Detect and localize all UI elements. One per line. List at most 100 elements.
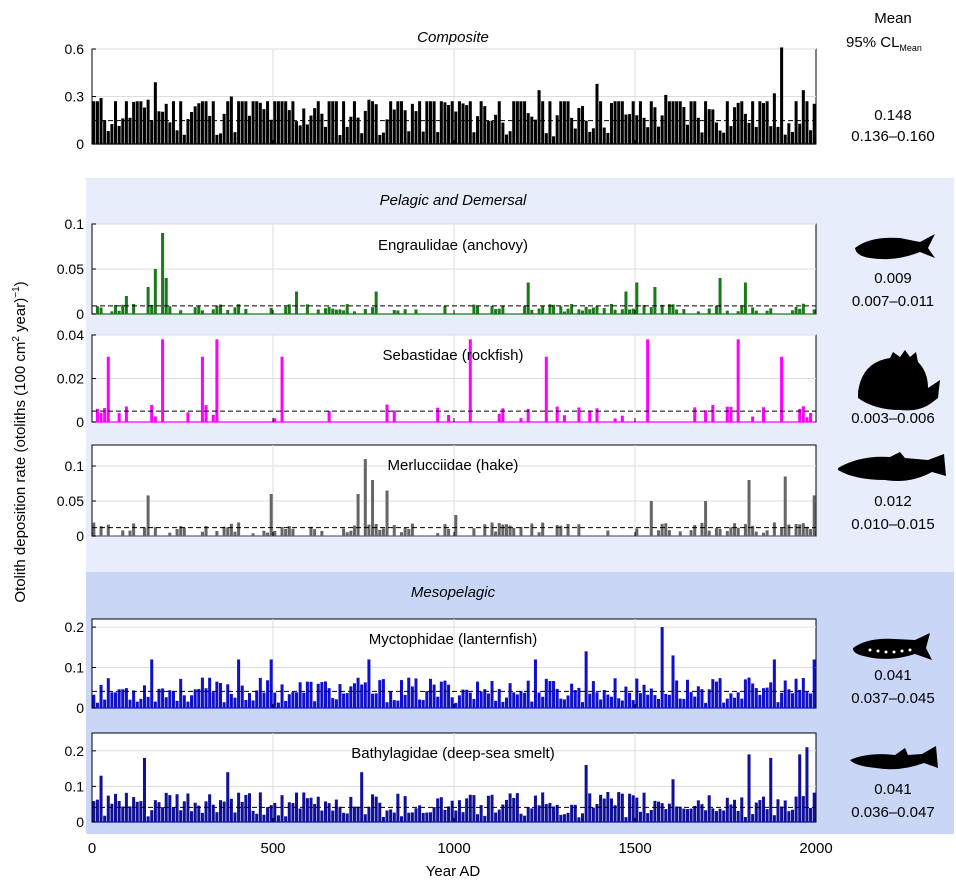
bar bbox=[425, 101, 429, 144]
bar bbox=[400, 101, 404, 144]
bar bbox=[599, 101, 603, 144]
bar bbox=[287, 802, 291, 822]
bar bbox=[400, 680, 404, 708]
bar bbox=[240, 801, 244, 822]
bar bbox=[790, 809, 794, 822]
bar bbox=[483, 524, 487, 536]
bar bbox=[472, 304, 476, 314]
bar bbox=[765, 101, 769, 144]
bar bbox=[99, 684, 103, 708]
bar bbox=[117, 125, 121, 144]
bar bbox=[247, 693, 251, 708]
y-tick-label: 0.05 bbox=[57, 261, 84, 277]
bar bbox=[787, 524, 791, 536]
bar bbox=[530, 808, 534, 822]
bar bbox=[635, 678, 639, 708]
bar bbox=[95, 702, 99, 708]
bar bbox=[95, 101, 99, 144]
bar bbox=[371, 101, 375, 144]
bar bbox=[349, 116, 353, 144]
bar bbox=[743, 524, 747, 536]
bar bbox=[381, 132, 385, 144]
bar bbox=[754, 310, 758, 314]
bar bbox=[613, 418, 617, 422]
bar bbox=[667, 304, 671, 314]
bar bbox=[635, 797, 639, 822]
bar bbox=[139, 801, 143, 822]
bar bbox=[657, 801, 661, 822]
bar bbox=[356, 677, 360, 708]
bar bbox=[117, 310, 121, 314]
bar bbox=[736, 102, 740, 144]
bar bbox=[501, 524, 505, 536]
bar bbox=[316, 101, 320, 144]
bar bbox=[754, 126, 758, 144]
bar bbox=[501, 305, 505, 314]
bar bbox=[504, 799, 508, 822]
y-tick-label: 0.2 bbox=[65, 619, 85, 635]
bar bbox=[812, 495, 816, 536]
bar bbox=[360, 772, 364, 822]
bar bbox=[515, 101, 519, 144]
composite-panel: 0 0.3 0.6 Composite 0.148 0.136–0.160 bbox=[65, 29, 935, 152]
bar bbox=[653, 107, 657, 144]
bar bbox=[342, 310, 346, 314]
bar bbox=[222, 702, 226, 708]
bar bbox=[356, 117, 360, 144]
bar bbox=[208, 115, 212, 144]
bar bbox=[385, 119, 389, 144]
bar bbox=[363, 682, 367, 708]
bar bbox=[367, 659, 371, 708]
bar bbox=[754, 802, 758, 822]
bar bbox=[801, 90, 805, 144]
bar bbox=[211, 309, 215, 314]
bar bbox=[729, 406, 733, 422]
bar bbox=[700, 689, 704, 708]
bar bbox=[161, 339, 165, 422]
bar bbox=[468, 101, 472, 144]
bar bbox=[266, 807, 270, 822]
bar bbox=[573, 128, 577, 144]
bar bbox=[385, 404, 389, 422]
bar bbox=[150, 120, 154, 144]
bar bbox=[646, 127, 650, 144]
bar bbox=[389, 101, 393, 144]
bar bbox=[751, 416, 755, 422]
bar bbox=[671, 655, 675, 708]
bar bbox=[392, 700, 396, 708]
bar bbox=[494, 114, 498, 144]
bar bbox=[649, 307, 653, 314]
bar bbox=[577, 407, 581, 422]
bar bbox=[479, 805, 483, 822]
bar bbox=[237, 659, 241, 708]
bar bbox=[276, 815, 280, 822]
bar bbox=[121, 806, 125, 822]
bar bbox=[215, 530, 219, 536]
bar bbox=[649, 101, 653, 144]
bar bbox=[526, 807, 530, 822]
bar bbox=[617, 792, 621, 822]
bar bbox=[617, 698, 621, 708]
bar bbox=[537, 692, 541, 708]
bar bbox=[349, 530, 353, 536]
bar bbox=[646, 813, 650, 822]
bar bbox=[609, 798, 613, 822]
bar bbox=[497, 523, 501, 536]
bar bbox=[266, 532, 270, 536]
bar bbox=[374, 523, 378, 536]
bar bbox=[638, 693, 642, 708]
bar bbox=[193, 689, 197, 708]
bar bbox=[718, 528, 722, 536]
bar bbox=[342, 693, 346, 708]
bar bbox=[533, 795, 537, 822]
bar bbox=[508, 525, 512, 536]
bar bbox=[689, 808, 693, 822]
bar bbox=[95, 306, 99, 314]
bar bbox=[559, 814, 563, 822]
bar bbox=[758, 694, 762, 708]
bar bbox=[121, 530, 125, 536]
bar bbox=[562, 415, 566, 422]
bar bbox=[588, 309, 592, 314]
bar bbox=[805, 417, 809, 422]
bar bbox=[693, 696, 697, 708]
